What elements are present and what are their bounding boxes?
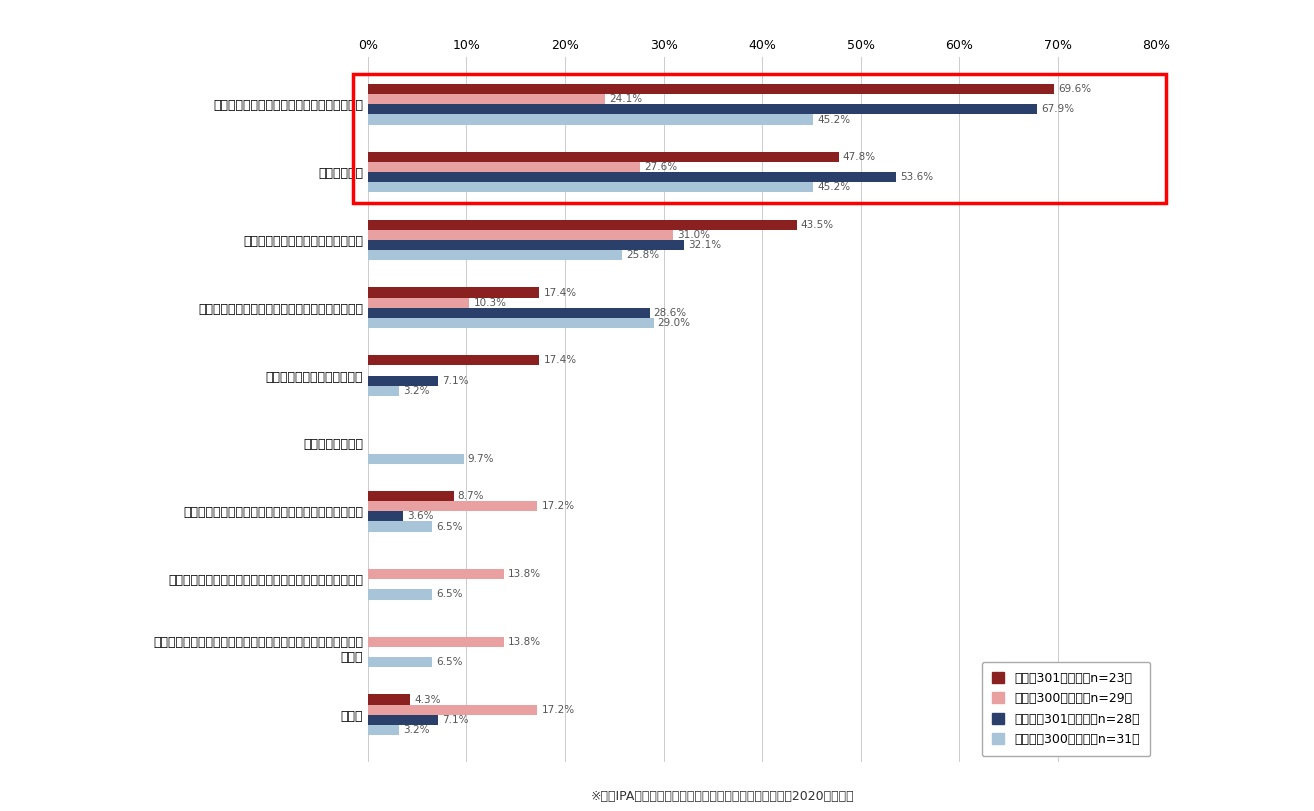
Text: 47.8%: 47.8% xyxy=(844,152,876,162)
Text: 3.2%: 3.2% xyxy=(403,386,430,396)
Bar xyxy=(368,308,649,318)
Bar xyxy=(368,318,653,328)
Text: 17.4%: 17.4% xyxy=(543,288,577,298)
Bar xyxy=(368,657,432,667)
Bar xyxy=(368,172,896,182)
Bar xyxy=(368,714,438,725)
Bar xyxy=(368,182,813,192)
Bar xyxy=(368,287,539,298)
Bar xyxy=(368,220,796,230)
Text: 69.6%: 69.6% xyxy=(1058,84,1091,94)
Bar xyxy=(368,694,410,705)
Text: 17.4%: 17.4% xyxy=(543,355,577,366)
Bar xyxy=(368,162,640,172)
Bar xyxy=(368,453,464,464)
Text: 3.6%: 3.6% xyxy=(407,512,434,521)
Bar xyxy=(368,569,503,579)
Bar xyxy=(368,250,623,260)
Text: 13.8%: 13.8% xyxy=(507,637,541,647)
Text: 17.2%: 17.2% xyxy=(541,501,574,511)
Bar xyxy=(368,590,432,599)
Text: 27.6%: 27.6% xyxy=(644,162,677,172)
Bar xyxy=(368,511,403,521)
Bar xyxy=(368,521,432,532)
Bar xyxy=(368,240,685,250)
Text: 10.3%: 10.3% xyxy=(473,298,506,307)
Bar xyxy=(368,725,399,736)
Text: 67.9%: 67.9% xyxy=(1041,105,1074,114)
Text: 13.8%: 13.8% xyxy=(507,569,541,579)
Text: 17.2%: 17.2% xyxy=(541,705,574,714)
Bar xyxy=(368,94,606,105)
Bar xyxy=(368,84,1054,94)
Text: 25.8%: 25.8% xyxy=(625,251,660,260)
Text: ※引用IPA「企業における営業秘密管理に関する実態調査2020」報告書: ※引用IPA「企業における営業秘密管理に関する実態調査2020」報告書 xyxy=(591,790,854,803)
Bar xyxy=(368,386,399,396)
Bar xyxy=(368,298,469,308)
Text: 6.5%: 6.5% xyxy=(436,521,463,531)
Text: 7.1%: 7.1% xyxy=(442,715,468,725)
Text: 45.2%: 45.2% xyxy=(817,114,850,125)
Text: 45.2%: 45.2% xyxy=(817,182,850,192)
Bar xyxy=(368,705,537,714)
Text: 24.1%: 24.1% xyxy=(610,94,643,104)
Text: 8.7%: 8.7% xyxy=(457,491,484,501)
Text: 28.6%: 28.6% xyxy=(653,308,687,318)
Bar xyxy=(368,491,453,501)
Bar xyxy=(368,105,1037,114)
Text: 31.0%: 31.0% xyxy=(678,230,711,240)
Bar xyxy=(368,230,673,240)
Bar xyxy=(368,501,537,511)
Text: 6.5%: 6.5% xyxy=(436,657,463,667)
Bar xyxy=(368,637,503,647)
Bar xyxy=(368,152,838,162)
Bar xyxy=(368,355,539,366)
Text: 32.1%: 32.1% xyxy=(689,240,721,250)
Text: 6.5%: 6.5% xyxy=(436,590,463,599)
Text: 7.1%: 7.1% xyxy=(442,375,468,386)
Text: 3.2%: 3.2% xyxy=(403,725,430,735)
Text: 43.5%: 43.5% xyxy=(800,220,833,230)
Text: 29.0%: 29.0% xyxy=(657,318,691,328)
Legend: 製造業301名以上（n=23）, 製造業300名以下（n=29）, 非製造業301名以上（n=28）, 非製造業300名以下（n=31）: 製造業301名以上（n=23）, 製造業300名以下（n=29）, 非製造業30… xyxy=(982,662,1150,756)
Text: 4.3%: 4.3% xyxy=(414,694,440,705)
Text: 9.7%: 9.7% xyxy=(468,453,494,464)
Bar xyxy=(368,375,438,386)
Text: 53.6%: 53.6% xyxy=(900,172,933,182)
Bar xyxy=(368,114,813,125)
